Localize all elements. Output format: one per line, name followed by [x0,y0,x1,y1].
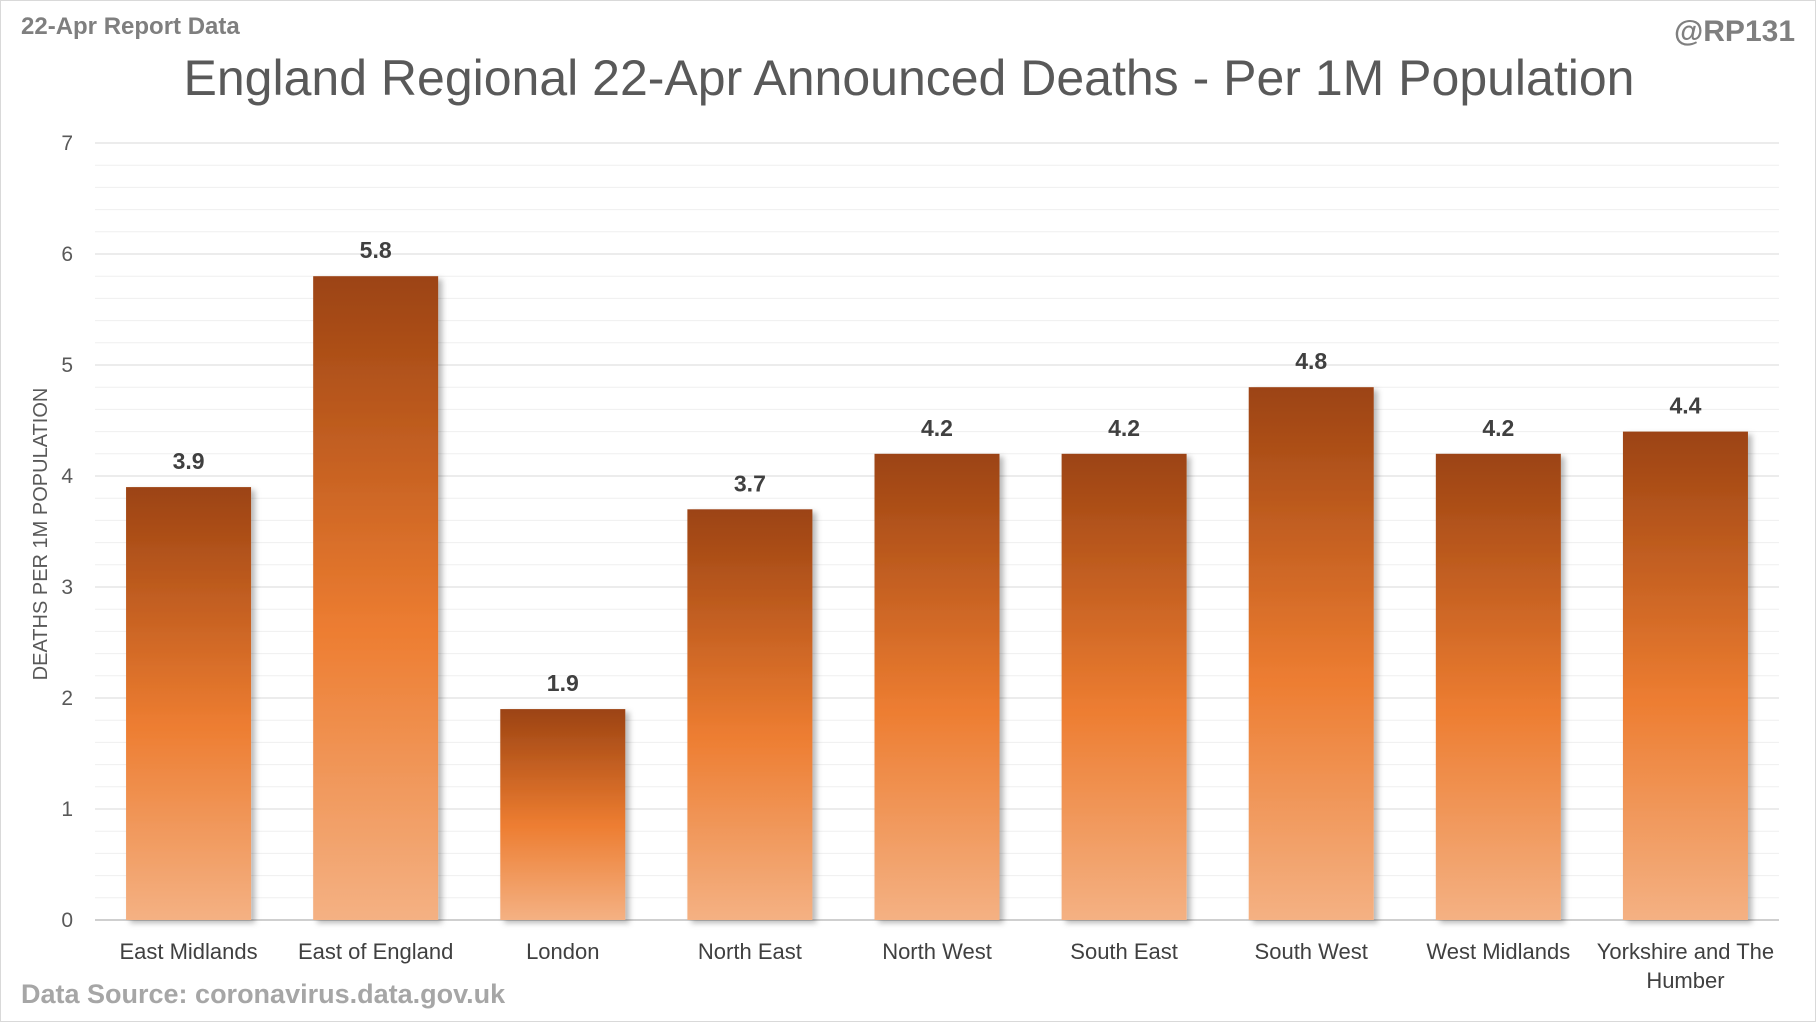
bar [1248,387,1374,920]
y-tick-label: 6 [61,243,73,266]
data-label: 1.9 [547,670,579,696]
x-tick-label: South West [1255,939,1368,964]
y-axis-ticks: 0 1 2 3 4 5 6 7 [61,132,73,932]
y-tick-label: 4 [61,465,73,488]
y-tick-label: 5 [61,354,73,377]
y-tick-label: 3 [61,576,73,599]
bar [313,276,439,920]
bar [687,509,813,920]
y-axis-label: DEATHS PER 1M POPULATION [30,388,52,681]
data-label: 4.8 [1295,348,1327,374]
data-label: 4.2 [1482,415,1514,441]
x-tick-label: South East [1070,939,1178,964]
bar [1622,431,1748,920]
y-tick-label: 0 [61,909,73,932]
x-axis-ticks: East Midlands East of England London North … [119,939,1774,993]
data-label: 5.8 [360,237,392,263]
bars [126,276,1748,920]
data-label: 4.2 [921,415,953,441]
bar [500,709,626,920]
data-label: 3.9 [173,448,205,474]
author-handle: @RP131 [1674,15,1795,48]
x-tick-label: Yorkshire and The Humber [1597,939,1774,993]
data-label: 3.7 [734,470,766,496]
y-tick-label: 1 [61,798,73,821]
x-tick-label: East of England [298,939,453,964]
data-labels: 3.9 5.8 1.9 3.7 4.2 4.2 4.8 4.2 4.4 [173,237,1702,696]
bar [1061,453,1187,920]
x-tick-label: West Midlands [1426,939,1570,964]
data-label: 4.2 [1108,415,1140,441]
x-tick-label: East Midlands [119,939,257,964]
report-label: 22-Apr Report Data [21,13,240,40]
data-label: 4.4 [1669,393,1701,419]
x-tick-label: London [526,939,599,964]
bar [126,487,252,920]
data-source: Data Source: coronavirus.data.gov.uk [21,979,506,1009]
bar [1435,453,1561,920]
x-tick-label: North East [698,939,802,964]
y-tick-label: 2 [61,687,73,710]
x-tick-label: North West [882,939,992,964]
bar [874,453,1000,920]
chart-title: England Regional 22-Apr Announced Deaths… [183,50,1635,106]
y-tick-label: 7 [61,132,73,155]
